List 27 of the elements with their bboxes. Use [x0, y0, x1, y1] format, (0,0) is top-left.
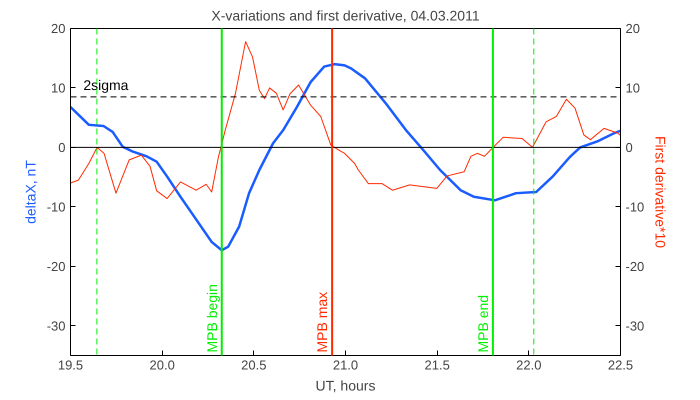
y2-tick-label: -10 [626, 199, 644, 214]
y2-tick-label: -20 [626, 258, 644, 274]
y-tick-label: 10 [51, 80, 66, 96]
x-tick-label: 19.5 [58, 358, 84, 372]
ref-line-label: MPB max [314, 292, 330, 353]
ref-line-label: 2sigma [83, 76, 129, 93]
chart-title: X-variations and first derivative, 04.03.2011 [211, 8, 480, 24]
y2-axis-title: First derivative*10 [652, 136, 668, 248]
y2-tick-label: -30 [626, 318, 644, 334]
y-tick-label: 20 [51, 21, 66, 36]
y-axis-title: deltaX, nT [22, 160, 39, 224]
ref-line-label: MPB end [474, 294, 491, 353]
y-tick-label: -20 [46, 258, 66, 274]
x-tick-label: 20.5 [241, 358, 266, 372]
x-tick-label: 21.5 [424, 358, 450, 372]
y2-tick-label: 10 [626, 80, 640, 96]
ref-line-label: MPB begin [204, 284, 220, 353]
y2-tick-label: 20 [626, 21, 640, 36]
x-tick-label: 22.5 [608, 358, 634, 372]
y2-tick-label: 0 [626, 140, 633, 155]
y-tick-label: -30 [46, 318, 66, 334]
x-axis-title: UT, hours [316, 378, 376, 394]
x-tick-label: 22.0 [516, 358, 542, 372]
x-tick-label: 20.0 [150, 358, 175, 372]
y-tick-label: 0 [58, 140, 66, 155]
x-tick-label: 21.0 [332, 358, 358, 372]
y-tick-label: -10 [46, 199, 66, 214]
